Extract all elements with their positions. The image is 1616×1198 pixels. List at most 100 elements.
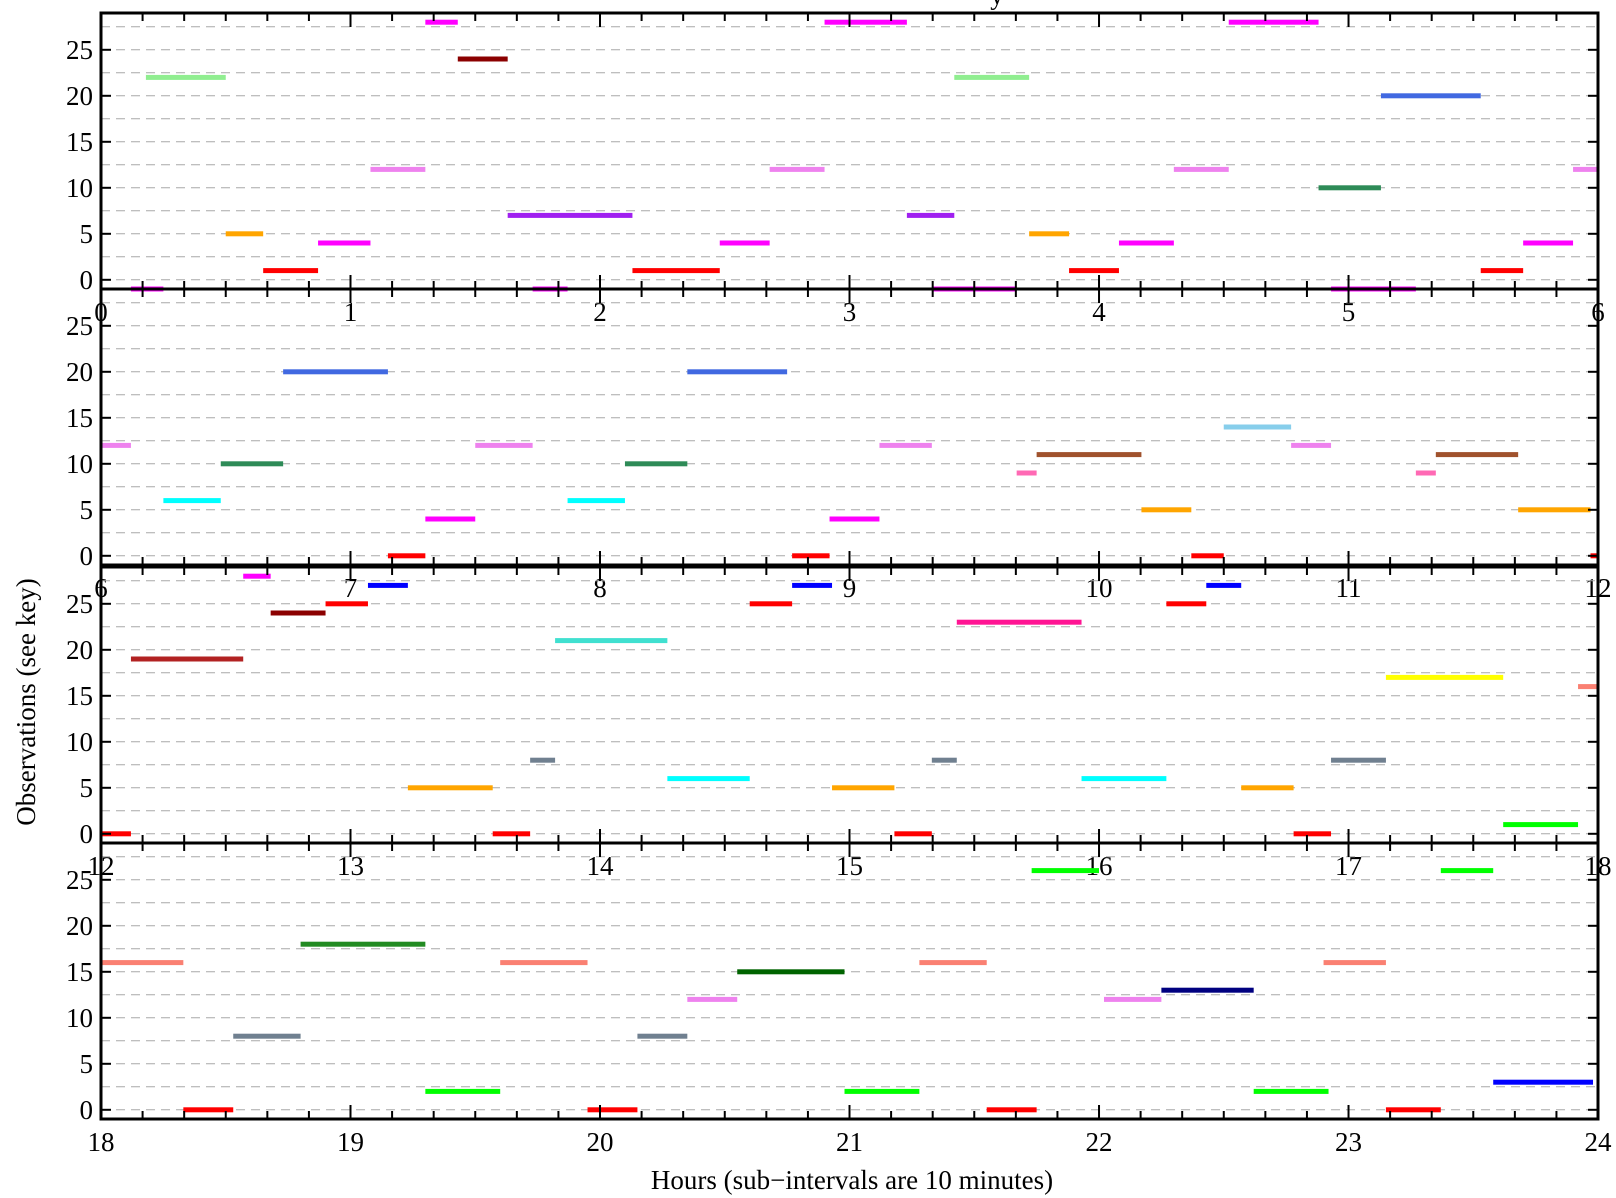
observation-bar: [1069, 268, 1119, 274]
y-tick-label: 0: [80, 819, 94, 849]
x-tick-label: 5: [1342, 297, 1356, 327]
y-tick-label: 25: [66, 35, 93, 65]
observation-bar: [1523, 240, 1574, 246]
observation-bar: [624, 461, 688, 467]
observation-bar: [687, 996, 738, 1002]
observation-bar: [1029, 231, 1070, 237]
observation-bar: [1228, 19, 1319, 25]
x-tick-label: 21: [836, 1127, 863, 1157]
observation-bar: [270, 610, 326, 616]
observation-bar: [792, 553, 830, 559]
observation-bar: [507, 212, 633, 218]
y-tick-label: 5: [80, 495, 94, 525]
observation-bar: [769, 166, 825, 172]
x-tick-label: 3: [843, 297, 857, 327]
observation-bar: [1253, 1088, 1329, 1094]
observation-bar: [1323, 960, 1386, 966]
y-tick-label: 20: [66, 81, 93, 111]
y-tick-label: 25: [66, 589, 93, 619]
observation-bar: [225, 231, 264, 237]
observation-bar: [737, 969, 845, 975]
y-tick-label: 15: [66, 127, 93, 157]
observation-bar: [318, 240, 371, 246]
x-tick-label: 4: [1092, 297, 1106, 327]
y-tick-label: 5: [80, 1049, 94, 1079]
observation-bar: [263, 268, 319, 274]
observation-bar: [220, 461, 284, 467]
observation-bar: [832, 785, 895, 791]
observation-bar: [1380, 93, 1481, 99]
observation-bar: [1036, 452, 1142, 458]
observation-bar: [325, 601, 368, 607]
observation-bar: [1578, 684, 1598, 690]
y-tick-label: 0: [80, 541, 94, 571]
observation-bar: [1318, 185, 1381, 191]
observation-bar: [492, 831, 531, 837]
observation-bar: [919, 960, 987, 966]
y-tick-label: 5: [80, 773, 94, 803]
observation-bar: [1573, 166, 1598, 172]
y-tick-label: 25: [66, 311, 93, 341]
observation-bar: [792, 582, 833, 588]
observation-bar: [1118, 240, 1174, 246]
observation-bar: [1331, 757, 1386, 763]
observation-bar: [956, 619, 1082, 625]
observation-bar: [1206, 582, 1242, 588]
x-tick-label: 19: [337, 1127, 364, 1157]
observation-bar: [243, 573, 271, 579]
x-tick-label: 2: [593, 297, 607, 327]
observation-bar: [425, 1088, 501, 1094]
observation-bar: [954, 74, 1030, 80]
observation-bar: [1223, 424, 1292, 430]
observation-bar: [1173, 166, 1229, 172]
observation-bar: [130, 656, 244, 662]
observation-bar: [1440, 868, 1494, 874]
observation-bar: [879, 442, 932, 448]
y-tick-label: 5: [80, 219, 94, 249]
y-tick-label: 20: [66, 357, 93, 387]
observation-bar: [101, 960, 184, 966]
observation-bar: [183, 1107, 234, 1113]
observation-bar: [1415, 470, 1436, 476]
x-tick-label: 1: [344, 297, 358, 327]
observation-bar: [829, 516, 880, 522]
observation-bar: [407, 785, 493, 791]
x-tick-label: 22: [1086, 1127, 1113, 1157]
observation-bar: [1141, 507, 1192, 513]
panel-4: 18 19 20 21 22 23 24 0 5 10 15 20 25: [66, 841, 1612, 1157]
observation-bar: [667, 776, 750, 782]
observation-bar: [567, 498, 625, 504]
observation-bar: [1385, 674, 1504, 680]
observation-bar: [530, 757, 556, 763]
chart-title-fragment: y: [990, 0, 1004, 10]
observation-bar: [1493, 1079, 1594, 1085]
observation-bar: [1480, 268, 1524, 274]
observation-bar: [1191, 553, 1224, 559]
panel-frame: [99, 565, 1600, 845]
observation-bar: [1016, 470, 1037, 476]
observation-bar: [1385, 1107, 1441, 1113]
y-tick-label: 0: [80, 1095, 94, 1125]
observation-bar: [931, 757, 957, 763]
observation-bar: [1161, 987, 1254, 993]
observation-bar: [300, 941, 426, 947]
observation-bar: [687, 369, 788, 375]
observation-bar: [894, 831, 932, 837]
y-tick-label: 10: [66, 173, 93, 203]
observation-bar: [457, 56, 508, 62]
observation-bar: [233, 1033, 301, 1039]
observation-bar: [387, 553, 426, 559]
y-tick-label: 10: [66, 449, 93, 479]
observation-bar: [719, 240, 770, 246]
observation-bar: [824, 19, 907, 25]
observation-bar: [844, 1088, 920, 1094]
y-tick-label: 10: [66, 727, 93, 757]
observation-bar: [1166, 601, 1207, 607]
observation-bar: [1435, 452, 1519, 458]
y-tick-label: 15: [66, 403, 93, 433]
observation-bar: [425, 516, 476, 522]
observation-bar: [1241, 785, 1294, 791]
observation-bar: [283, 369, 388, 375]
